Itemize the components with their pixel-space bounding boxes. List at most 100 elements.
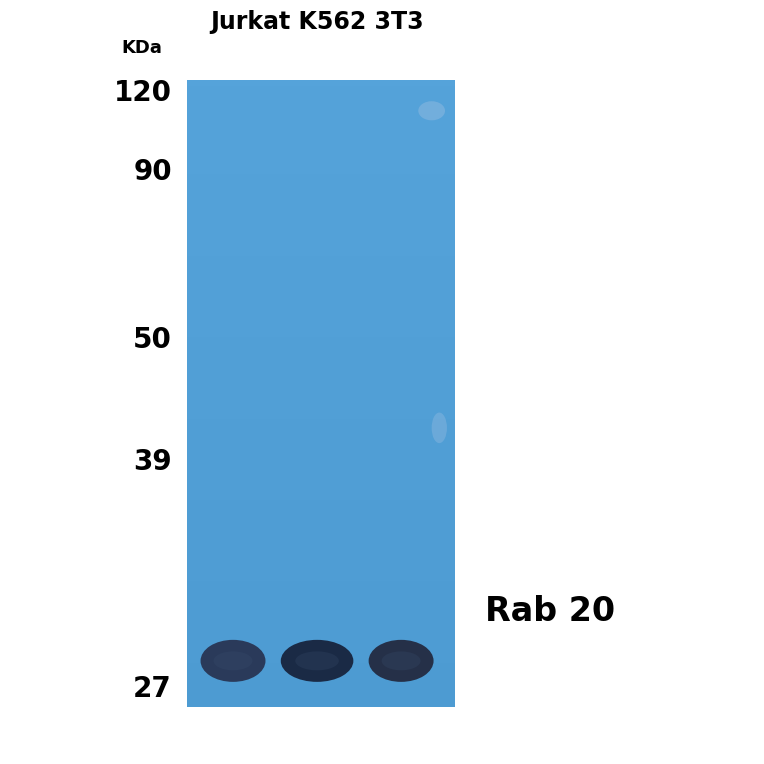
Text: 90: 90: [133, 158, 172, 186]
Bar: [187, 475, 455, 481]
Bar: [187, 86, 455, 92]
Bar: [187, 105, 455, 112]
Bar: [187, 287, 455, 293]
Bar: [187, 550, 455, 556]
Bar: [187, 675, 455, 681]
Bar: [187, 569, 455, 575]
Bar: [187, 124, 455, 131]
Bar: [187, 131, 455, 137]
Bar: [187, 356, 455, 362]
Text: 39: 39: [133, 448, 172, 476]
Bar: [187, 80, 455, 707]
Bar: [187, 406, 455, 413]
Ellipse shape: [369, 640, 434, 681]
Bar: [187, 431, 455, 437]
Bar: [187, 444, 455, 450]
Bar: [187, 225, 455, 231]
Bar: [187, 481, 455, 487]
Bar: [187, 212, 455, 218]
Bar: [187, 538, 455, 544]
Bar: [187, 450, 455, 456]
Bar: [187, 638, 455, 644]
Bar: [187, 80, 455, 86]
Bar: [187, 419, 455, 425]
Ellipse shape: [418, 102, 445, 120]
Bar: [187, 381, 455, 387]
Bar: [187, 112, 455, 118]
Bar: [187, 656, 455, 663]
Bar: [187, 149, 455, 155]
Bar: [187, 556, 455, 562]
Text: 120: 120: [114, 79, 172, 107]
Bar: [187, 162, 455, 168]
Bar: [187, 613, 455, 619]
Bar: [187, 531, 455, 538]
Bar: [187, 669, 455, 675]
Bar: [187, 468, 455, 475]
Bar: [187, 456, 455, 462]
Bar: [187, 681, 455, 688]
Bar: [187, 513, 455, 519]
Bar: [187, 694, 455, 701]
Bar: [187, 199, 455, 206]
Text: Rab 20: Rab 20: [485, 594, 615, 628]
Bar: [187, 437, 455, 444]
Bar: [187, 588, 455, 594]
Ellipse shape: [213, 652, 252, 670]
Bar: [187, 374, 455, 381]
Bar: [187, 575, 455, 581]
Bar: [187, 544, 455, 550]
Bar: [187, 268, 455, 274]
Bar: [187, 206, 455, 212]
Bar: [187, 650, 455, 656]
Ellipse shape: [381, 652, 420, 670]
Bar: [187, 688, 455, 694]
Bar: [187, 237, 455, 243]
Bar: [187, 619, 455, 625]
Bar: [187, 249, 455, 256]
Text: Jurkat K562 3T3: Jurkat K562 3T3: [210, 11, 424, 34]
Bar: [187, 137, 455, 143]
Ellipse shape: [432, 413, 447, 443]
Bar: [187, 92, 455, 99]
Bar: [187, 193, 455, 199]
Bar: [187, 625, 455, 632]
Bar: [187, 525, 455, 531]
Bar: [187, 262, 455, 268]
Bar: [187, 331, 455, 337]
Bar: [187, 462, 455, 468]
Bar: [187, 274, 455, 280]
Bar: [187, 155, 455, 162]
Text: 27: 27: [133, 675, 172, 703]
Bar: [187, 256, 455, 262]
Ellipse shape: [200, 640, 266, 681]
Bar: [187, 500, 455, 507]
Bar: [187, 632, 455, 638]
Bar: [187, 293, 455, 299]
Bar: [187, 393, 455, 400]
Bar: [187, 118, 455, 124]
Bar: [187, 362, 455, 368]
Bar: [187, 507, 455, 513]
Bar: [187, 337, 455, 343]
Bar: [187, 168, 455, 174]
Bar: [187, 413, 455, 419]
Bar: [187, 581, 455, 588]
Bar: [187, 218, 455, 225]
Bar: [187, 231, 455, 237]
Bar: [187, 644, 455, 650]
Bar: [187, 594, 455, 601]
Bar: [187, 143, 455, 149]
Bar: [187, 325, 455, 331]
Bar: [187, 186, 455, 193]
Bar: [187, 174, 455, 180]
Bar: [187, 607, 455, 613]
Bar: [187, 562, 455, 569]
Bar: [187, 494, 455, 500]
Bar: [187, 350, 455, 356]
Bar: [187, 243, 455, 249]
Bar: [187, 701, 455, 707]
Bar: [187, 280, 455, 287]
Ellipse shape: [281, 640, 353, 681]
Bar: [187, 319, 455, 325]
